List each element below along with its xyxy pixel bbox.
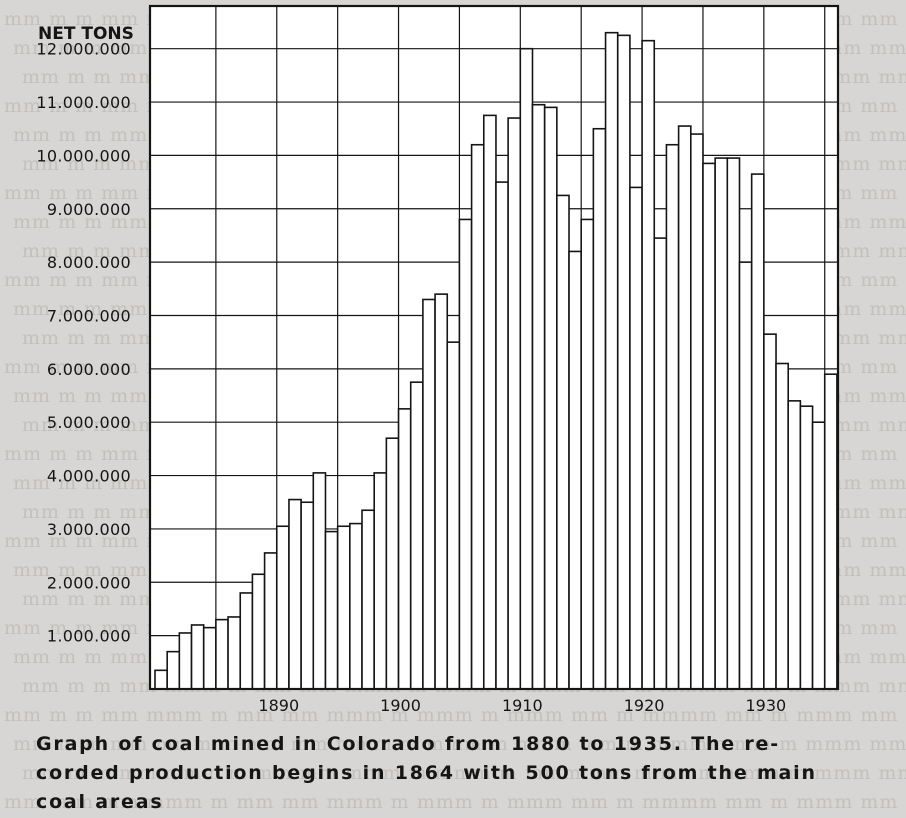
chart: 1.000.000 2.000.000 3.000.000 4.000.000 5.00…	[30, 0, 886, 722]
y-tick-label-7: 8.000.000	[47, 253, 131, 272]
y-tick-label-11: 12.000.000	[36, 40, 131, 59]
caption-line-2: corded production begins in 1864 with 50…	[36, 762, 817, 784]
y-tick-label-8: 9.000.000	[47, 200, 131, 219]
bar-1923	[677, 125, 692, 690]
bar-1933	[799, 405, 814, 690]
bleed-line: mm m m mm mmm m mm mm mmm m mmm m mmm mm…	[13, 733, 906, 755]
bar-1897	[361, 509, 375, 690]
bar-1920	[641, 39, 656, 690]
bar-1903	[434, 293, 449, 690]
bar-1924	[689, 133, 704, 690]
x-tick-label-1920: 1920	[624, 696, 665, 715]
bar-1887	[239, 592, 254, 690]
bar-1926	[714, 157, 729, 690]
figure-caption: Graph of coal mined in Colorado from 188…	[36, 730, 896, 817]
bleed-line: mm m m mm mmm m mm mm mmm m mmm m mmm mm…	[4, 791, 906, 813]
y-tick-label-0: 1.000.000	[47, 627, 131, 646]
y-tick-label-3: 4.000.000	[47, 467, 131, 486]
x-tick-label-1910: 1910	[502, 696, 543, 715]
y-tick-label-5: 6.000.000	[47, 360, 131, 379]
bar-1919	[629, 186, 643, 690]
bar-1900	[397, 408, 412, 690]
bar-1904	[446, 341, 461, 690]
plot-frame	[148, 4, 840, 691]
bar-1912	[543, 106, 558, 690]
x-tick-label-1900: 1900	[380, 696, 421, 715]
bar-1882	[178, 632, 193, 690]
bar-1883	[190, 624, 205, 690]
bar-1902	[422, 298, 436, 690]
bar-1884	[202, 626, 217, 690]
bar-1917	[604, 31, 619, 690]
bar-1935	[823, 373, 838, 690]
bar-1908	[495, 181, 509, 690]
bar-1899	[385, 437, 400, 690]
chart-svg: 1.000.000 2.000.000 3.000.000 4.000.000 5.00…	[36, 4, 840, 715]
y-axis-label: NET TONS	[38, 24, 134, 44]
bar-1888	[251, 573, 266, 690]
bar-1880	[154, 669, 168, 690]
bar-1913	[556, 194, 570, 690]
bar-1896	[349, 522, 363, 690]
bar-1895	[336, 525, 351, 690]
caption-line-1: Graph of coal mined in Colorado from 188…	[36, 733, 780, 755]
bar-1906	[470, 143, 485, 690]
bar-1893	[312, 472, 327, 690]
y-tick-label-2: 3.000.000	[47, 520, 131, 539]
bar-1885	[215, 618, 229, 690]
y-tick-label-1: 2.000.000	[47, 573, 131, 592]
bar-1907	[482, 114, 497, 690]
bar-1901	[409, 381, 424, 690]
bar-1914	[568, 250, 583, 690]
bar-1892	[300, 501, 315, 690]
y-tick-labels: 1.000.000 2.000.000 3.000.000 4.000.000 5.00…	[36, 40, 131, 646]
bar-1927	[726, 157, 741, 690]
bar-1918	[616, 34, 631, 690]
y-tick-label-9: 10.000.000	[36, 146, 131, 165]
bar-1934	[811, 421, 826, 690]
bar-1931	[775, 362, 790, 690]
bar-1915	[580, 218, 595, 690]
bar-1905	[458, 218, 473, 690]
bars	[154, 31, 838, 690]
x-tick-label-1930: 1930	[745, 696, 786, 715]
bar-1889	[263, 552, 278, 690]
x-tick-label-1890: 1890	[258, 696, 299, 715]
bar-1891	[288, 498, 302, 690]
bar-1930	[763, 333, 777, 690]
bleed-line: mm m m mm mmm m mm mm mmm m mmm m mmm mm…	[22, 762, 906, 784]
bar-1890	[275, 525, 290, 690]
bar-1921	[653, 237, 668, 690]
caption-line-3: coal areas	[36, 791, 164, 813]
y-tick-label-10: 11.000.000	[36, 93, 131, 112]
y-tick-label-4: 5.000.000	[47, 413, 131, 432]
bar-1881	[166, 650, 181, 690]
bar-1886	[227, 616, 242, 690]
bar-1910	[519, 47, 534, 690]
y-tick-label-6: 7.000.000	[47, 306, 131, 325]
bar-1929	[750, 173, 765, 690]
bar-1916	[592, 127, 607, 690]
bar-1911	[531, 103, 546, 690]
bar-1922	[665, 143, 680, 690]
bar-1894	[324, 530, 339, 690]
bar-1925	[702, 162, 716, 690]
bar-1898	[373, 472, 388, 690]
bleed-line: mm m m mm mmm m mm mm mmm m mmm m mmm mm…	[4, 704, 906, 726]
x-tick-labels: 1890 1900 1910 1920 1930	[258, 696, 786, 715]
bar-1932	[787, 400, 802, 690]
bar-1909	[507, 117, 522, 690]
bar-1928	[738, 261, 753, 690]
